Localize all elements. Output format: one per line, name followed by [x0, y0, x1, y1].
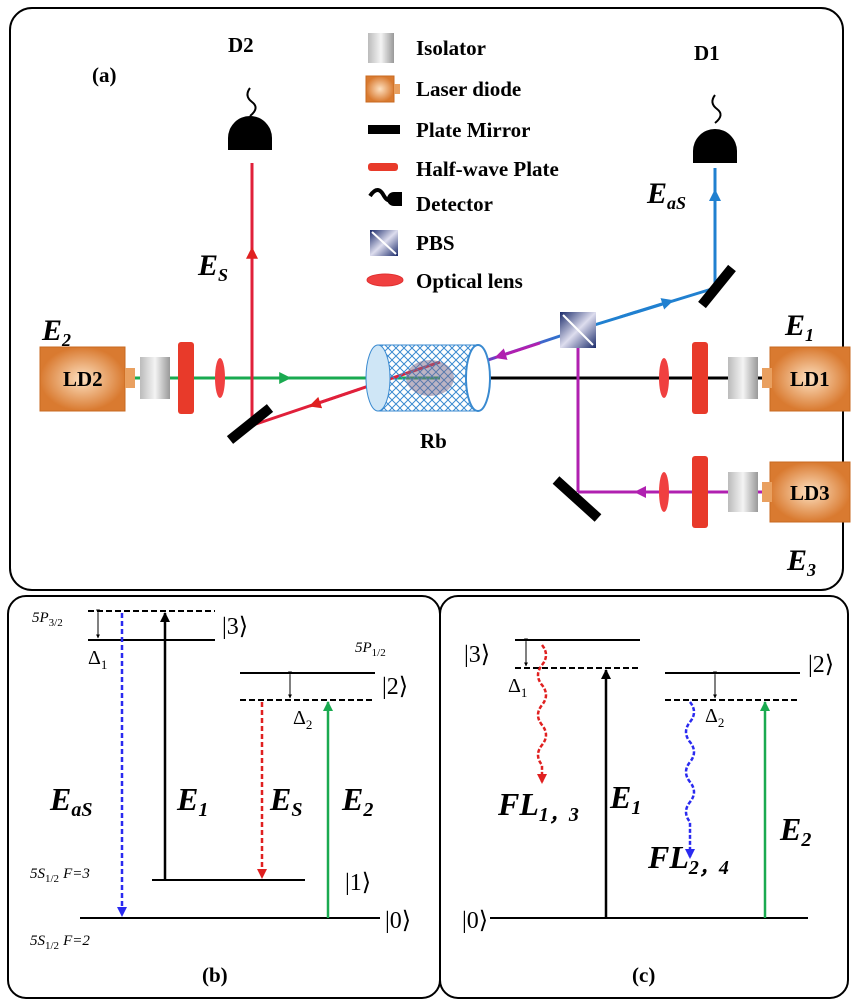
- mirror: [230, 408, 270, 440]
- isolator: [140, 357, 170, 399]
- laser: [762, 482, 772, 502]
- field-label: FL2，4: [647, 839, 729, 879]
- state-label: |2⟩: [808, 652, 834, 678]
- legend-label: Isolator: [416, 36, 486, 60]
- panel-label: (a): [92, 63, 117, 87]
- half-wave-plate: [692, 342, 708, 414]
- legend-label: Laser diode: [416, 77, 521, 101]
- mirror: [702, 268, 732, 305]
- half-wave-plate: [692, 456, 708, 528]
- lens: [659, 358, 669, 398]
- detuning-label: Δ2: [293, 707, 312, 732]
- half-wave-plate: [178, 342, 194, 414]
- panel-label: (b): [202, 963, 228, 987]
- transitions: [538, 645, 765, 918]
- field-label: E1: [609, 779, 641, 819]
- legend: [366, 33, 403, 286]
- field-label: E2: [779, 811, 811, 851]
- state-label: |1⟩: [345, 870, 371, 896]
- state-label: |3⟩: [464, 642, 490, 668]
- detuning-label: Δ1: [508, 675, 527, 700]
- field-label: E1: [176, 781, 208, 821]
- isolator: [728, 357, 758, 399]
- detector-wire: [712, 95, 720, 123]
- detector-wire: [247, 88, 255, 116]
- field-label: EaS: [646, 177, 686, 213]
- field-label: E1: [784, 309, 814, 345]
- detector-label: D2: [228, 33, 254, 57]
- state-label: |2⟩: [382, 674, 408, 700]
- state-label: |0⟩: [462, 908, 488, 934]
- panel-label: (c): [632, 963, 655, 987]
- level-label: 5P3/2: [32, 610, 63, 629]
- state-label: |0⟩: [385, 908, 411, 934]
- detector: [693, 129, 737, 163]
- levels: [80, 611, 380, 918]
- detector-label: D1: [694, 41, 720, 65]
- level-label: 5P1/2: [355, 640, 386, 659]
- laser-label: LD1: [790, 367, 830, 391]
- field-label: ES: [269, 781, 302, 821]
- isolator: [728, 472, 758, 512]
- legend-label: Optical lens: [416, 269, 523, 293]
- field-label: EaS: [49, 781, 92, 821]
- field-label: E2: [41, 314, 71, 350]
- lens: [659, 472, 669, 512]
- transitions: [122, 613, 328, 918]
- legend-label: Plate Mirror: [416, 118, 530, 142]
- lens: [215, 358, 225, 398]
- cell-label: Rb: [420, 429, 447, 453]
- field-label: E3: [786, 544, 816, 580]
- laser: [125, 368, 135, 388]
- field-label: E2: [341, 781, 373, 821]
- field-label: ES: [197, 249, 228, 285]
- detuning-label: Δ1: [88, 647, 107, 672]
- laser-label: LD2: [63, 367, 103, 391]
- field-label: FL1，3: [497, 786, 579, 826]
- rb-cell: [366, 345, 490, 411]
- legend-label: PBS: [416, 231, 455, 255]
- state-label: |3⟩: [222, 614, 248, 640]
- laser-label: LD3: [790, 481, 830, 505]
- legend-label: Half-wave Plate: [416, 157, 559, 181]
- levels: [490, 640, 808, 918]
- laser: [762, 368, 772, 388]
- detector: [228, 116, 272, 150]
- page: (a) D2 D1 Isolator Laser diode Plate Mir…: [0, 0, 853, 1001]
- detuning-label: Δ2: [705, 705, 724, 730]
- legend-label: Detector: [416, 192, 493, 216]
- figure: (a) D2 D1 Isolator Laser diode Plate Mir…: [0, 0, 853, 1001]
